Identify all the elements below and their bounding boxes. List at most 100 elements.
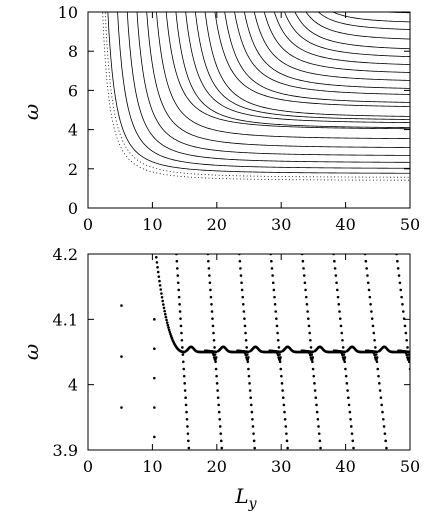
top-series-line	[294, 12, 410, 50]
bottom-data-point	[367, 288, 371, 292]
bottom-data-point	[401, 303, 404, 306]
bottom-data-point	[184, 396, 187, 400]
bottom-data-point	[219, 432, 223, 435]
bottom-data-point	[273, 303, 277, 306]
bottom-data-point	[313, 389, 317, 392]
bottom-y-tick-label: 3.9	[53, 441, 78, 460]
bottom-data-point	[303, 281, 307, 285]
bottom-data-point	[160, 296, 164, 299]
bottom-data-point	[214, 360, 217, 364]
bottom-x-axis-label: Ly	[234, 484, 257, 512]
top-series-line	[136, 12, 410, 156]
bottom-data-point	[370, 310, 373, 313]
bottom-data-point	[214, 350, 218, 354]
bottom-data-point	[407, 360, 410, 364]
bottom-data-point	[344, 374, 348, 378]
top-x-tick-label: 0	[83, 215, 93, 234]
bottom-data-point	[213, 353, 217, 356]
bottom-data-point	[153, 347, 156, 351]
top-x-tick-label: 20	[207, 215, 227, 234]
bottom-data-point	[304, 288, 307, 292]
bottom-data-point	[400, 295, 403, 299]
bottom-data-point	[278, 360, 282, 364]
bottom-data-point	[369, 303, 372, 306]
bottom-data-point	[153, 376, 156, 380]
bottom-ticks: 0 10 20 30 40 50 3.9 4 4.1 4.2	[53, 245, 421, 476]
bottom-data-point	[176, 281, 180, 285]
top-series-line	[317, 12, 410, 30]
bottom-data-point	[270, 259, 273, 263]
bottom-data-point	[406, 346, 409, 349]
bottom-data-point	[310, 353, 314, 356]
bottom-data-point	[340, 331, 344, 335]
bottom-data-point	[182, 374, 186, 378]
bottom-data-point	[253, 446, 256, 450]
bottom-data-point	[336, 288, 339, 292]
bottom-data-point	[344, 367, 347, 371]
bottom-data-point	[207, 259, 210, 263]
top-y-axis-label: ω	[19, 104, 43, 120]
bottom-data-point	[219, 439, 223, 443]
bottom-data-point	[348, 410, 352, 414]
bottom-data-point	[373, 356, 377, 359]
bottom-data-point	[248, 389, 252, 392]
bottom-data-point	[343, 356, 347, 359]
bottom-data-point	[399, 288, 403, 292]
bottom-data-point	[163, 309, 166, 313]
bottom-data-point	[176, 274, 180, 277]
bottom-data-point	[278, 353, 281, 356]
bottom-data-point	[178, 310, 182, 313]
bottom-data-point	[334, 274, 338, 277]
bottom-x-axis-label-main: L	[234, 484, 248, 508]
top-series-line	[253, 12, 410, 81]
bottom-data-point	[381, 417, 385, 421]
bottom-data-point	[313, 382, 316, 385]
bottom-data-point	[185, 417, 189, 421]
bottom-data-point	[153, 318, 156, 321]
top-y-tick-label: 6	[68, 81, 78, 100]
bottom-data-point	[164, 315, 168, 319]
bottom-data-point	[351, 439, 355, 443]
top-series-line	[284, 12, 410, 58]
top-series-line	[102, 12, 410, 181]
bottom-data-point	[283, 410, 286, 414]
bottom-data-point	[336, 295, 340, 299]
top-series-line	[126, 12, 410, 163]
top-series-line	[104, 12, 410, 178]
bottom-data-point	[366, 281, 370, 285]
bottom-data-point	[279, 350, 282, 354]
bottom-data-point	[338, 317, 342, 320]
bottom-data-point	[158, 284, 162, 287]
bottom-data-point	[249, 396, 252, 400]
bottom-data-point	[214, 356, 218, 359]
bottom-data-point	[216, 396, 220, 400]
bottom-data-point	[315, 410, 319, 414]
bottom-data-point	[210, 310, 214, 313]
bottom-data-point	[350, 425, 353, 428]
top-series-line	[185, 12, 410, 124]
bottom-data-point	[158, 279, 161, 283]
bottom-data-point	[183, 389, 187, 392]
bottom-data-point	[242, 310, 246, 313]
bottom-data-point	[311, 350, 315, 354]
bottom-data-point	[178, 303, 181, 306]
bottom-data-point	[372, 331, 376, 335]
bottom-data-point	[246, 360, 250, 364]
bottom-data-point	[405, 338, 408, 342]
bottom-y-axis-label: ω	[19, 344, 43, 360]
bottom-data-point	[347, 403, 351, 407]
bottom-data-point	[279, 356, 282, 359]
bottom-data-point	[304, 295, 308, 299]
bottom-data-point	[243, 317, 246, 320]
bottom-data-point	[384, 439, 387, 443]
bottom-data-point	[396, 267, 400, 270]
bottom-data-point	[245, 346, 248, 349]
bottom-data-point	[162, 303, 165, 306]
top-series-line	[376, 12, 410, 14]
bottom-data-point	[346, 389, 349, 392]
bottom-data-point	[215, 382, 219, 385]
bottom-data-point	[302, 274, 306, 277]
bottom-data-point	[378, 389, 382, 392]
bottom-data-point	[247, 350, 250, 354]
bottom-data-point	[251, 425, 255, 428]
